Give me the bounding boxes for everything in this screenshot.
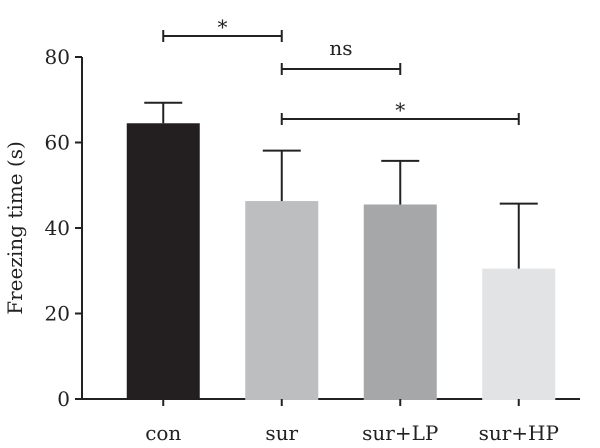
category-label-1: sur <box>265 421 298 445</box>
category-label-2: sur+LP <box>362 421 438 445</box>
y-axis-title: Freezing time (s) <box>3 141 27 315</box>
y-tick-label-4: 80 <box>45 45 70 69</box>
category-label-0: con <box>145 421 181 445</box>
y-tick-label-3: 60 <box>45 131 70 155</box>
significance-label-2: * <box>395 98 405 122</box>
y-tick-label-0: 0 <box>57 387 70 411</box>
error-bars <box>144 101 538 269</box>
category-labels: con sur sur+LP sur+HP <box>145 399 559 445</box>
significance-brackets: * ns * <box>162 15 520 125</box>
significance-label-1: ns <box>329 36 352 60</box>
bar-3 <box>482 268 556 399</box>
bar-2 <box>363 204 437 399</box>
y-tick-label-1: 20 <box>45 302 70 326</box>
bar-0 <box>126 123 200 399</box>
y-tick-label-2: 40 <box>45 216 70 240</box>
bar-1 <box>245 201 319 399</box>
bars <box>126 123 556 400</box>
category-label-3: sur+HP <box>479 421 559 445</box>
significance-label-0: * <box>218 15 228 39</box>
